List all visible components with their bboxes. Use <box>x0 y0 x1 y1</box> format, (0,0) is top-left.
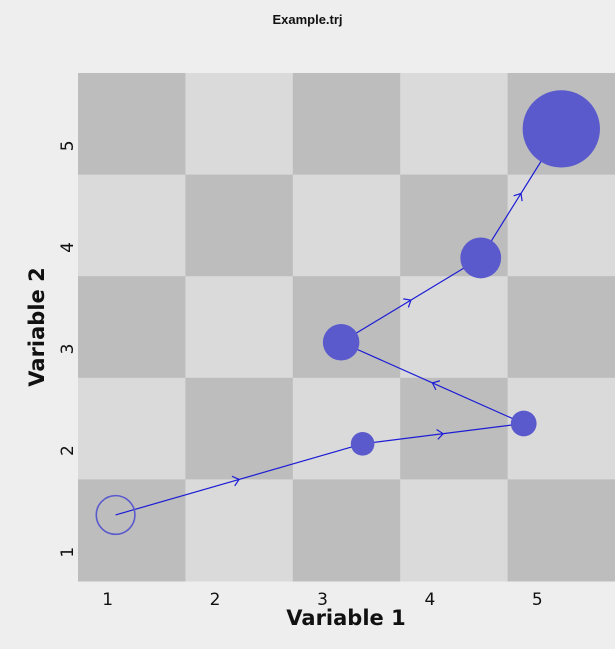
trajectory-point <box>460 237 502 279</box>
y-tick-label: 3 <box>58 344 78 355</box>
x-tick-label: 2 <box>210 590 221 610</box>
grid-cell <box>292 479 401 582</box>
direction-arrow <box>431 380 441 391</box>
direction-arrow <box>231 475 241 487</box>
y-tick-label: 5 <box>58 140 78 151</box>
grid-cell <box>400 73 509 176</box>
x-tick-label: 4 <box>424 590 435 610</box>
grid-cell <box>292 377 401 480</box>
y-axis-label: Variable 2 <box>25 267 49 386</box>
grid-cell <box>78 73 186 176</box>
window-title: Example.trj <box>272 12 343 27</box>
y-tick-label: 1 <box>58 547 78 558</box>
checkerboard-grid <box>78 73 615 582</box>
direction-arrow <box>513 192 523 202</box>
grid-cell <box>400 479 509 582</box>
grid-cell <box>507 479 615 582</box>
grid-cell <box>185 479 294 582</box>
trajectory-point <box>322 323 360 361</box>
x-axis-label: Variable 1 <box>286 606 405 630</box>
x-tick-label: 1 <box>102 590 113 610</box>
grid-cell <box>292 73 401 176</box>
x-tick-label: 3 <box>317 590 328 610</box>
grid-cell <box>78 174 186 277</box>
grid-cell <box>78 479 186 582</box>
grid-cell <box>185 73 294 176</box>
grid-cell <box>185 276 294 379</box>
x-tick-label: 5 <box>532 590 543 610</box>
grid-cell <box>78 276 186 379</box>
direction-arrows <box>231 192 523 487</box>
y-tick-label: 4 <box>58 242 78 253</box>
grid-cell <box>78 377 186 480</box>
direction-arrow <box>403 298 412 308</box>
x-tick-labels: 1 2 3 4 5 <box>102 590 542 610</box>
grid-cell <box>507 174 615 277</box>
y-tick-labels: 1 2 3 4 5 <box>58 140 78 557</box>
grid-cell <box>185 174 294 277</box>
direction-arrow <box>436 428 445 440</box>
grid-cell <box>400 377 509 480</box>
trajectory-point <box>510 410 537 437</box>
grid-cell <box>507 276 615 379</box>
grid-cell <box>400 276 509 379</box>
trajectory-point <box>522 90 600 168</box>
grid-cell <box>292 174 401 277</box>
grid-cell <box>185 377 294 480</box>
trajectory-points <box>95 90 600 536</box>
y-tick-label: 2 <box>58 445 78 456</box>
trajectory-point <box>350 432 375 456</box>
trajectory-point <box>95 494 136 536</box>
